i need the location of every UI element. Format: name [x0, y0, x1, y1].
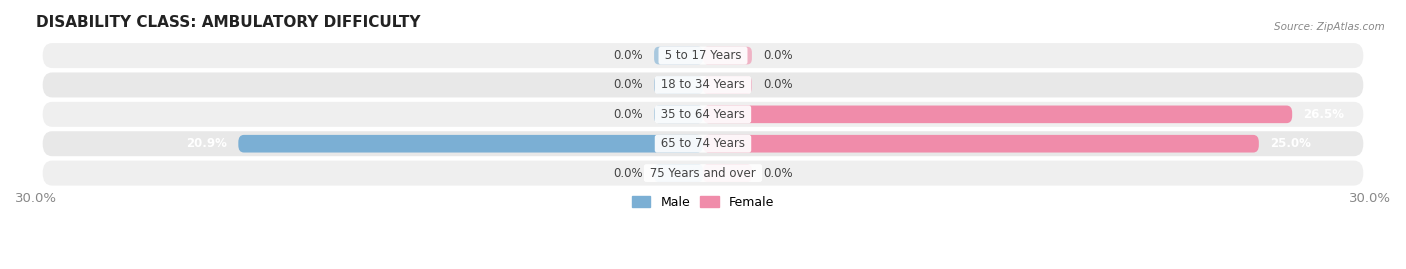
Text: 35 to 64 Years: 35 to 64 Years: [657, 108, 749, 121]
FancyBboxPatch shape: [654, 164, 703, 182]
Text: 25.0%: 25.0%: [1270, 137, 1310, 150]
Text: 18 to 34 Years: 18 to 34 Years: [657, 79, 749, 91]
Text: 26.5%: 26.5%: [1303, 108, 1344, 121]
Text: 0.0%: 0.0%: [763, 79, 793, 91]
Legend: Male, Female: Male, Female: [627, 191, 779, 214]
Text: DISABILITY CLASS: AMBULATORY DIFFICULTY: DISABILITY CLASS: AMBULATORY DIFFICULTY: [37, 15, 420, 30]
FancyBboxPatch shape: [654, 47, 703, 64]
FancyBboxPatch shape: [654, 105, 703, 123]
FancyBboxPatch shape: [703, 164, 752, 182]
Text: 0.0%: 0.0%: [763, 167, 793, 180]
Text: 0.0%: 0.0%: [613, 167, 643, 180]
FancyBboxPatch shape: [703, 135, 1258, 153]
Text: 0.0%: 0.0%: [613, 49, 643, 62]
FancyBboxPatch shape: [42, 161, 1364, 186]
FancyBboxPatch shape: [42, 72, 1364, 97]
FancyBboxPatch shape: [654, 76, 703, 94]
Text: 75 Years and over: 75 Years and over: [647, 167, 759, 180]
Text: Source: ZipAtlas.com: Source: ZipAtlas.com: [1274, 22, 1385, 31]
Text: 65 to 74 Years: 65 to 74 Years: [657, 137, 749, 150]
FancyBboxPatch shape: [42, 131, 1364, 156]
Text: 0.0%: 0.0%: [763, 49, 793, 62]
Text: 20.9%: 20.9%: [187, 137, 228, 150]
Text: 5 to 17 Years: 5 to 17 Years: [661, 49, 745, 62]
FancyBboxPatch shape: [42, 43, 1364, 68]
Text: 0.0%: 0.0%: [613, 79, 643, 91]
FancyBboxPatch shape: [703, 76, 752, 94]
FancyBboxPatch shape: [239, 135, 703, 153]
FancyBboxPatch shape: [42, 102, 1364, 127]
FancyBboxPatch shape: [703, 47, 752, 64]
Text: 0.0%: 0.0%: [613, 108, 643, 121]
FancyBboxPatch shape: [703, 105, 1292, 123]
